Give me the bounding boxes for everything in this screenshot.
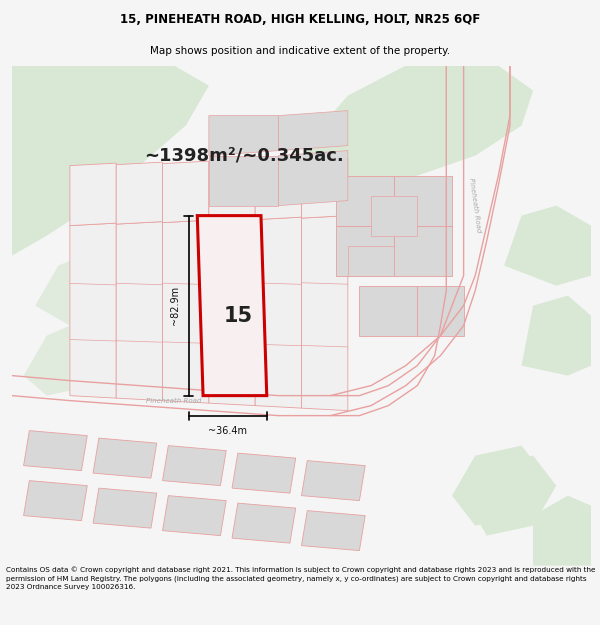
Text: Map shows position and indicative extent of the property.: Map shows position and indicative extent…	[150, 46, 450, 56]
Polygon shape	[23, 431, 87, 471]
Polygon shape	[163, 161, 209, 222]
Polygon shape	[371, 196, 418, 236]
Polygon shape	[23, 316, 116, 396]
Polygon shape	[209, 156, 278, 206]
Polygon shape	[116, 222, 163, 401]
Polygon shape	[452, 446, 545, 526]
Polygon shape	[394, 226, 452, 276]
Polygon shape	[359, 286, 418, 336]
Polygon shape	[255, 159, 302, 219]
Polygon shape	[232, 453, 296, 493]
Polygon shape	[93, 438, 157, 478]
Polygon shape	[70, 223, 116, 398]
Polygon shape	[255, 217, 302, 408]
Text: 15, PINEHEATH ROAD, HIGH KELLING, HOLT, NR25 6QF: 15, PINEHEATH ROAD, HIGH KELLING, HOLT, …	[120, 13, 480, 26]
Polygon shape	[394, 176, 452, 226]
Polygon shape	[302, 461, 365, 501]
Polygon shape	[12, 66, 209, 256]
Polygon shape	[163, 220, 209, 403]
Polygon shape	[302, 158, 348, 218]
Polygon shape	[23, 481, 87, 521]
Text: Contains OS data © Crown copyright and database right 2021. This information is : Contains OS data © Crown copyright and d…	[6, 567, 595, 590]
Text: Pineheath Road: Pineheath Road	[146, 398, 202, 404]
Polygon shape	[116, 162, 163, 224]
Polygon shape	[278, 151, 348, 206]
Polygon shape	[209, 219, 255, 406]
Polygon shape	[35, 246, 139, 326]
Polygon shape	[163, 446, 226, 486]
Polygon shape	[163, 496, 226, 536]
Text: ~36.4m: ~36.4m	[208, 426, 247, 436]
Polygon shape	[70, 163, 116, 226]
Polygon shape	[302, 216, 348, 411]
Text: 15: 15	[223, 306, 253, 326]
Polygon shape	[93, 488, 157, 528]
Text: ~1398m²/~0.345ac.: ~1398m²/~0.345ac.	[144, 147, 343, 164]
Polygon shape	[504, 206, 591, 286]
Polygon shape	[209, 160, 255, 221]
Polygon shape	[209, 116, 278, 156]
Polygon shape	[302, 511, 365, 551]
Polygon shape	[475, 456, 556, 536]
Polygon shape	[418, 286, 464, 336]
Polygon shape	[232, 503, 296, 543]
Polygon shape	[521, 296, 591, 376]
Polygon shape	[278, 111, 348, 151]
Text: ~82.9m: ~82.9m	[170, 286, 180, 325]
Polygon shape	[533, 496, 591, 566]
Polygon shape	[336, 226, 394, 276]
Polygon shape	[197, 216, 267, 396]
Text: Pineheath Road: Pineheath Road	[469, 177, 482, 234]
Polygon shape	[336, 176, 394, 226]
Polygon shape	[348, 246, 394, 276]
Polygon shape	[290, 66, 533, 196]
